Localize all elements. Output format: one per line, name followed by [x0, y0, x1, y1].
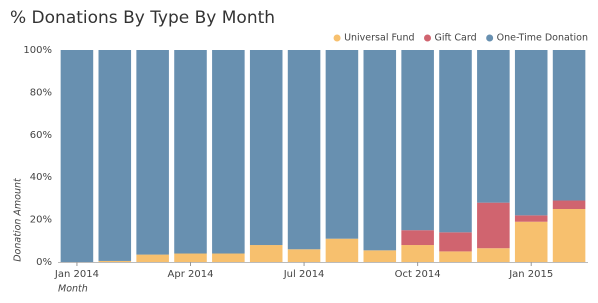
bar-segment: [514, 50, 548, 216]
bar-segment: [60, 50, 94, 262]
y-tick-label: 0%: [36, 257, 52, 268]
bar-segment: [363, 250, 397, 262]
bar-segment: [439, 50, 472, 233]
legend-label: Universal Fund: [344, 33, 414, 44]
y-tick-label: 20%: [30, 215, 52, 226]
x-tick-label: Oct 2014: [395, 269, 441, 280]
y-tick-label: 60%: [30, 130, 52, 141]
x-tick-label: Jan 2014: [54, 269, 99, 280]
x-axis-title: Month: [58, 284, 88, 295]
y-tick-label: 100%: [23, 45, 52, 56]
bar-segment: [98, 50, 132, 261]
bar-segment: [401, 245, 434, 262]
bar-segment: [325, 50, 359, 239]
bar-segment: [136, 50, 169, 255]
bar-segment: [98, 260, 132, 262]
bar-segment: [212, 50, 245, 254]
bar-segment: [249, 245, 283, 262]
bar-segment: [212, 253, 245, 262]
bar-segment: [287, 50, 321, 250]
bar-segment: [552, 50, 586, 201]
bar-segment: [287, 249, 321, 262]
legend-swatch: [424, 34, 431, 42]
bar-segment: [174, 50, 207, 254]
y-tick-label: 40%: [30, 172, 52, 183]
bar-segment: [477, 50, 510, 203]
x-tick-label: Apr 2014: [168, 269, 214, 280]
bar-segment: [477, 248, 510, 262]
x-tick-label: Jan 2015: [508, 269, 553, 280]
bar-segment: [552, 200, 586, 209]
y-axis-title: Donation Amount: [13, 177, 24, 262]
legend-label: One-Time Donation: [497, 33, 588, 44]
bar-segment: [325, 238, 359, 262]
bar-segment: [514, 215, 548, 222]
legend-swatch: [486, 34, 494, 42]
bar-segment: [174, 253, 207, 262]
bar-segment: [477, 202, 510, 249]
x-tick-label: Jul 2014: [283, 269, 325, 280]
bar-segment: [363, 50, 397, 251]
bar-segment: [439, 232, 472, 252]
legend-swatch: [333, 34, 341, 42]
bar-segment: [249, 50, 283, 246]
bar-segment: [439, 251, 472, 262]
bar-segment: [401, 50, 434, 231]
bar-segment: [552, 209, 586, 262]
bar-segment: [401, 230, 434, 246]
bar-segment: [514, 221, 548, 262]
chart-title: % Donations By Type By Month: [10, 8, 275, 28]
bar-segment: [136, 254, 169, 262]
y-tick-label: 80%: [30, 87, 52, 98]
legend-label: Gift Card: [435, 33, 477, 44]
